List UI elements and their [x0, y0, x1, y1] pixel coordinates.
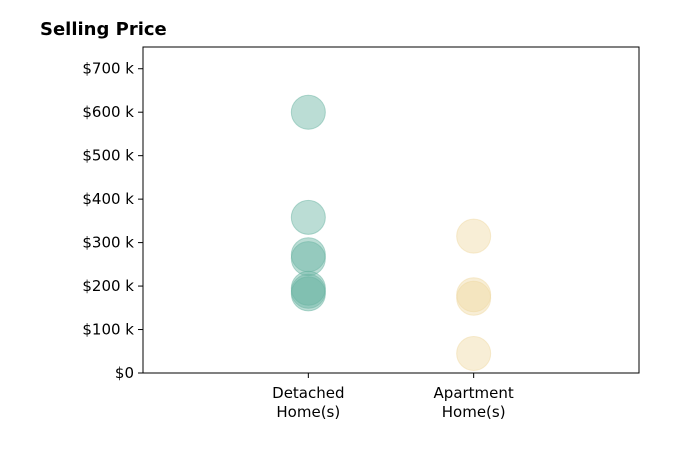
data-point-0-6: [290, 276, 326, 312]
y-tick-label: $600 k: [82, 103, 134, 121]
data-points: [290, 94, 492, 371]
data-point-0-0: [290, 94, 326, 130]
y-tick-label: $400 k: [82, 190, 134, 208]
data-point-0-3: [290, 241, 326, 277]
y-tick-label: $200 k: [82, 277, 134, 295]
plot-frame: [142, 46, 640, 374]
data-point-1-2: [456, 280, 492, 316]
y-tick-label: $700 k: [82, 60, 134, 78]
x-tick-label: Detached Home(s): [272, 384, 344, 421]
data-point-1-3: [456, 335, 492, 371]
y-tick-label: $500 k: [82, 147, 134, 165]
y-tick-label: $0: [115, 364, 134, 382]
x-axis: Detached Home(s) Apartment Home(s): [272, 373, 514, 421]
chart-title: Selling Price: [40, 19, 167, 40]
data-point-0-1: [290, 199, 326, 235]
x-tick-label: Apartment Home(s): [434, 384, 514, 421]
y-tick-label: $100 k: [82, 321, 134, 339]
data-point-1-0: [456, 218, 492, 254]
y-axis: $0 $100 k $200 k $300 k $400 k $500 k $600 k $7…: [82, 60, 143, 382]
y-tick-label: $300 k: [82, 234, 134, 252]
